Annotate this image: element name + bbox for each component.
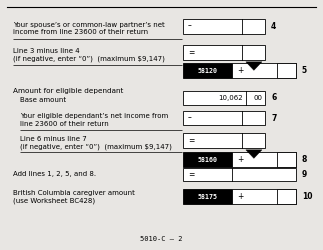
Bar xyxy=(183,45,266,60)
Text: +: + xyxy=(237,155,244,164)
Text: +: + xyxy=(237,66,244,75)
Text: 00: 00 xyxy=(253,95,262,101)
Bar xyxy=(232,152,296,167)
Text: Line 6 minus line 7
(if negative, enter “0”)  (maximum $9,147): Line 6 minus line 7 (if negative, enter … xyxy=(20,136,172,150)
Bar xyxy=(277,189,296,204)
Text: =: = xyxy=(188,48,194,57)
Text: Amount for eligible dependant: Amount for eligible dependant xyxy=(13,88,123,94)
Text: 9: 9 xyxy=(302,170,307,179)
Text: –: – xyxy=(188,22,192,30)
Text: +: + xyxy=(237,192,244,201)
Polygon shape xyxy=(246,62,262,70)
Bar xyxy=(232,189,296,204)
Text: Your spouse’s or common-law partner’s net
income from line 23600 of their return: Your spouse’s or common-law partner’s ne… xyxy=(13,22,165,35)
Bar xyxy=(183,168,296,181)
Bar xyxy=(183,63,232,78)
Bar xyxy=(277,63,296,78)
Text: =: = xyxy=(188,170,194,179)
Text: –: – xyxy=(188,114,192,122)
Bar xyxy=(183,111,266,125)
Polygon shape xyxy=(246,150,262,158)
Text: 6: 6 xyxy=(271,93,276,102)
Text: 58175: 58175 xyxy=(198,194,218,200)
Bar xyxy=(183,133,266,148)
Bar xyxy=(183,18,266,34)
Bar xyxy=(232,63,296,78)
Text: 8: 8 xyxy=(302,155,307,164)
Text: 10: 10 xyxy=(302,192,312,201)
Text: 10,062: 10,062 xyxy=(218,95,243,101)
Text: 7: 7 xyxy=(271,114,276,122)
Text: Add lines 1, 2, 5, and 8.: Add lines 1, 2, 5, and 8. xyxy=(13,171,96,177)
Text: Line 3 minus line 4
(if negative, enter “0”)  (maximum $9,147): Line 3 minus line 4 (if negative, enter … xyxy=(13,48,165,62)
Text: British Columbia caregiver amount
(use Worksheet BC428): British Columbia caregiver amount (use W… xyxy=(13,190,135,204)
Text: Your eligible dependant’s net income from
line 23600 of their return: Your eligible dependant’s net income fro… xyxy=(20,113,168,126)
Text: Base amount: Base amount xyxy=(20,97,66,103)
Text: =: = xyxy=(188,136,194,145)
Bar xyxy=(277,152,296,167)
Bar xyxy=(183,189,232,204)
Text: 58120: 58120 xyxy=(198,68,218,74)
Bar xyxy=(183,91,266,104)
Text: 5010-C – 2: 5010-C – 2 xyxy=(140,236,183,242)
Text: 5: 5 xyxy=(302,66,307,75)
Bar xyxy=(183,152,232,167)
Text: 4: 4 xyxy=(271,22,276,30)
Text: 58160: 58160 xyxy=(198,156,218,162)
